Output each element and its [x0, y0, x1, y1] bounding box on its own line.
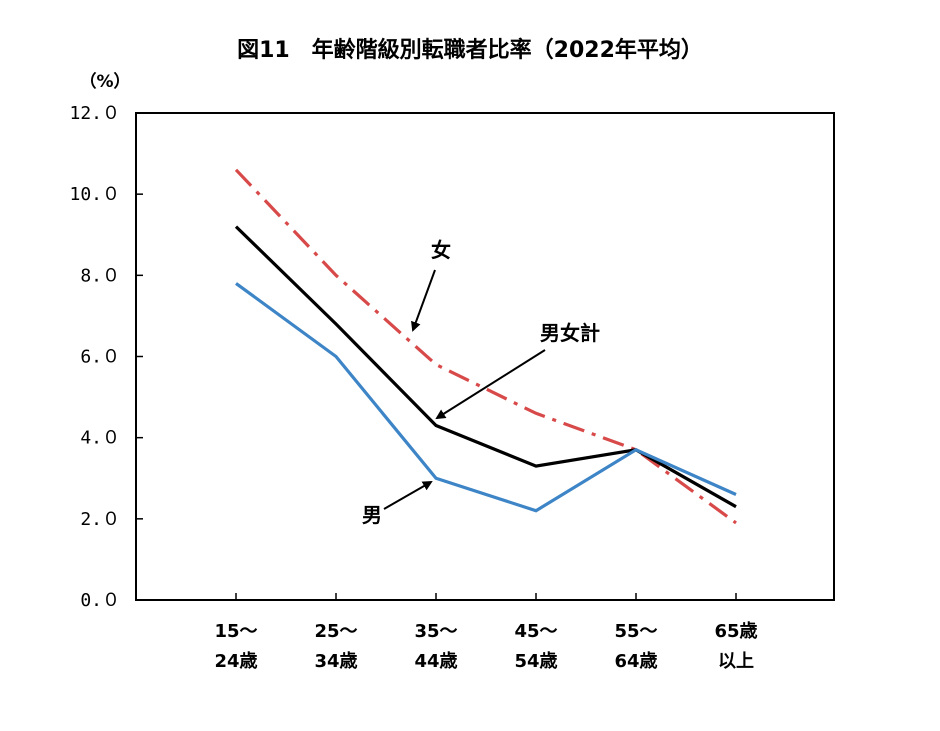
- plot-area: [135, 112, 835, 601]
- x-tick-label-line1: 15～: [214, 621, 257, 642]
- x-tick-label-line1: 35～: [414, 621, 457, 642]
- annotation-female-arrow: [411, 269, 436, 332]
- y-tick-label: 2.０: [80, 509, 120, 530]
- y-tick-label: 10.０: [69, 184, 120, 205]
- x-tick-label-line1: 45～: [514, 621, 557, 642]
- y-tick-label: 12.０: [69, 103, 120, 124]
- series-layer: [234, 168, 737, 525]
- y-tick-label: 8.０: [80, 265, 120, 286]
- series-male-line: [235, 282, 737, 513]
- y-tick-label: 4.０: [80, 428, 120, 449]
- x-tick-label-line2: 64歳: [614, 651, 657, 672]
- x-tick-label-line2: 24歳: [214, 651, 257, 672]
- y-axis: 12.０ 10.０ 8.０ 6.０ 4.０ 2.０ 0.０: [69, 103, 143, 611]
- annotation-male-arrow: [383, 481, 433, 510]
- series-female-line: [234, 168, 737, 525]
- series-total-line: [234, 225, 737, 509]
- annotation-total: 男女計: [435, 321, 600, 420]
- x-tick-label-line1: 65歳: [714, 621, 757, 642]
- x-tick-label-line2: 54歳: [514, 651, 557, 672]
- annotation-total-arrow: [435, 349, 546, 420]
- x-tick-label-line2: 以上: [718, 651, 754, 672]
- annotation-male: 男: [362, 481, 433, 527]
- y-tick-label: 0.０: [80, 590, 120, 611]
- y-axis-unit: （%）: [79, 71, 130, 92]
- annotation-female: 女: [411, 238, 451, 332]
- annotation-total-label: 男女計: [540, 321, 600, 345]
- annotation-female-label: 女: [431, 238, 451, 262]
- x-tick-label-line1: 55～: [614, 621, 657, 642]
- x-tick-label-line2: 34歳: [314, 651, 357, 672]
- y-tick-label: 6.０: [80, 347, 120, 368]
- annotation-male-label: 男: [362, 503, 382, 527]
- x-tick-label-line2: 44歳: [414, 651, 457, 672]
- chart-title: 図11 年齢階級別転職者比率（2022年平均）: [237, 37, 703, 63]
- x-tick-label-line1: 25～: [314, 621, 357, 642]
